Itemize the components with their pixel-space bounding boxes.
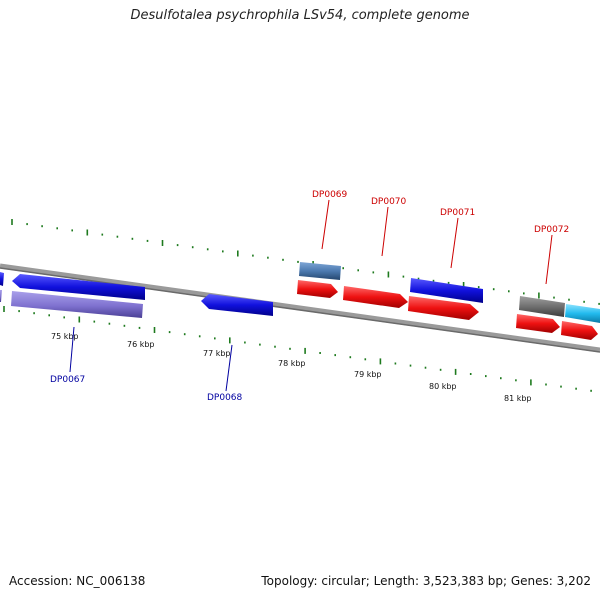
scale-label-76: 76 kbp: [127, 340, 155, 349]
leader-dp0072: [545, 234, 553, 285]
gene-dp0072-upper[interactable]: [519, 296, 565, 317]
gene-dp0072[interactable]: [516, 314, 560, 333]
leader-dp0071: [450, 217, 459, 269]
gene-cyan[interactable]: [565, 304, 600, 323]
gene-pale-long[interactable]: [11, 291, 143, 318]
gene-label-dp0072: DP0072: [534, 225, 569, 235]
scale-label-80: 80 kbp: [429, 382, 457, 391]
gene-reverse-edge[interactable]: [0, 272, 4, 286]
leader-dp0070: [381, 206, 389, 257]
scale-label-77: 77 kbp: [203, 349, 231, 358]
gene-label-dp0070: DP0070: [371, 197, 407, 207]
gene-dp0068[interactable]: [201, 294, 273, 316]
gene-forward-5[interactable]: [561, 321, 598, 340]
scale-label-79: 79 kbp: [354, 370, 382, 379]
gene-dp0071[interactable]: [410, 278, 483, 303]
gene-dp0069-upper[interactable]: [299, 262, 341, 280]
genome-backbone: [0, 263, 600, 353]
accession-text: Accession: NC_006138: [9, 574, 146, 588]
scale-label-75: 75 kbp: [51, 332, 79, 341]
gene-forward-3[interactable]: [408, 296, 479, 320]
map-title: Desulfotalea psychrophila LSv54, complet…: [130, 8, 470, 23]
genome-backbone-shadow: [0, 267, 600, 353]
leader-dp0069: [321, 199, 330, 250]
gene-label-dp0068: DP0068: [207, 393, 243, 403]
gene-label-dp0069: DP0069: [312, 190, 348, 200]
scale-label-81: 81 kbp: [504, 394, 532, 403]
lower-tick-track: [3, 306, 592, 392]
gene-dp0069[interactable]: [297, 280, 338, 298]
gene-pale-edge[interactable]: [0, 290, 2, 302]
gene-reverse-long[interactable]: [12, 274, 145, 300]
gene-label-dp0067: DP0067: [50, 375, 85, 385]
leader-dp0067: [69, 326, 75, 373]
genome-summary-text: Topology: circular; Length: 3,523,383 bp…: [261, 574, 591, 588]
gene-label-dp0071: DP0071: [440, 208, 475, 218]
leader-dp0068: [225, 344, 233, 392]
gene-dp0070[interactable]: [343, 286, 408, 308]
scale-label-78: 78 kbp: [278, 359, 306, 368]
